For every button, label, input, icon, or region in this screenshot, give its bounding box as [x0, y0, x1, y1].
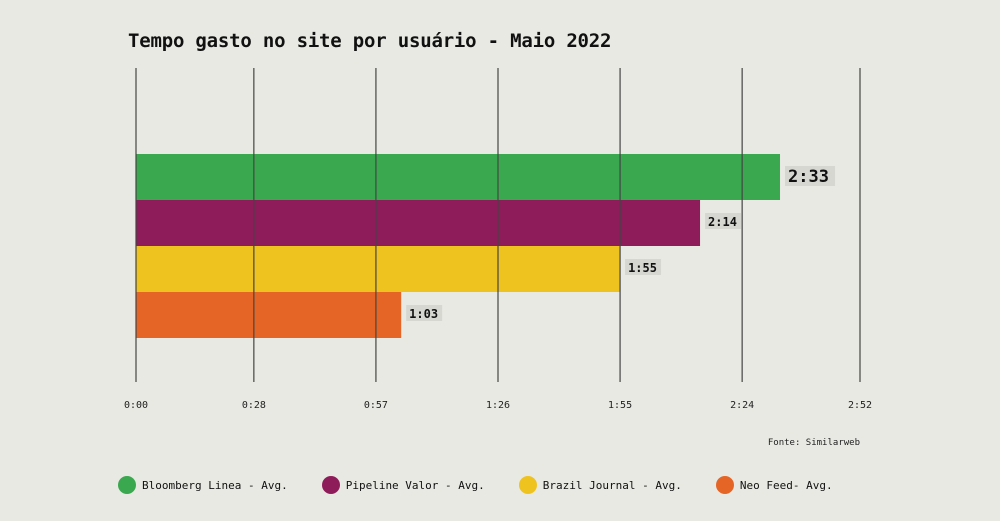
x-tick-label-3: 1:26: [486, 400, 510, 411]
bar-2: [136, 246, 621, 292]
value-labels: 2:33 2:14 1:55 1:03: [406, 166, 836, 321]
x-tick-label-0: 0:00: [124, 400, 148, 411]
value-label-bg-0: [785, 166, 836, 186]
legend-item-3: Neo Feed- Avg.: [715, 476, 833, 494]
value-label-bg-2: [625, 259, 662, 275]
grid-lines: [135, 68, 861, 382]
bars: [136, 154, 781, 338]
legend-label-1: Pipeline Valor - Avg.: [345, 478, 485, 492]
bar-0: [136, 154, 781, 200]
x-tick-label-6: 2:52: [848, 400, 872, 411]
value-label-bg-1: [705, 213, 742, 229]
value-label-1: 2:14: [708, 215, 737, 229]
x-tick-label-5: 2:24: [730, 400, 754, 411]
source-note: Fonte: Similarweb: [767, 438, 860, 448]
bar-3: [136, 292, 402, 338]
legend-item-0: Bloomberg Linea - Avg.: [118, 476, 288, 494]
legend-swatch-2: [518, 476, 537, 494]
x-tick-labels: 0:00 0:28 0:57 1:26 1:55 2:24 2:52: [124, 400, 872, 411]
x-tick-label-1: 0:28: [242, 400, 266, 411]
legend: Bloomberg Linea - Avg. Pipeline Valor - A…: [118, 476, 867, 494]
legend-swatch-1: [321, 476, 340, 494]
x-tick-label-2: 0:57: [364, 400, 388, 411]
chart-title: Tempo gasto no site por usuário - Maio 2…: [128, 30, 612, 52]
legend-label-2: Brazil Journal - Avg.: [542, 478, 682, 492]
value-label-bg-3: [406, 305, 443, 321]
legend-item-1: Pipeline Valor - Avg.: [321, 476, 485, 494]
legend-label-3: Neo Feed- Avg.: [739, 478, 833, 492]
legend-label-0: Bloomberg Linea - Avg.: [142, 478, 288, 492]
value-label-2: 1:55: [628, 261, 657, 275]
legend-swatch-3: [715, 476, 734, 494]
bar-1: [136, 200, 701, 246]
value-label-0: 2:33: [788, 167, 829, 187]
legend-swatch-0: [118, 476, 136, 494]
value-label-3: 1:03: [409, 307, 438, 321]
legend-item-2: Brazil Journal - Avg.: [518, 476, 682, 494]
x-tick-label-4: 1:55: [608, 400, 632, 411]
